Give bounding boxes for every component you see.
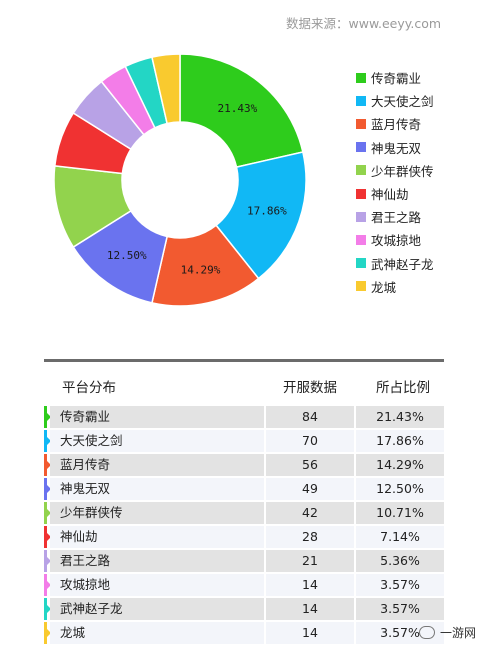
cell-share: 5.36%	[356, 550, 444, 572]
legend-label: 攻城掠地	[371, 233, 422, 249]
legend-item: 神仙劫	[356, 182, 434, 205]
cell-count: 14	[266, 574, 354, 596]
slice-percent-label: 12.50%	[107, 249, 147, 262]
table-row: 君王之路 21 5.36%	[44, 550, 444, 572]
legend-swatch	[356, 258, 366, 269]
cell-count: 84	[266, 406, 354, 428]
cell-count: 21	[266, 550, 354, 572]
slice-percent-label: 21.43%	[217, 102, 257, 115]
table-top-border	[44, 359, 444, 362]
row-marker	[44, 502, 51, 524]
legend-label: 大天使之剑	[371, 94, 434, 110]
legend-item: 少年群侠传	[356, 159, 434, 182]
table-row: 蓝月传奇 56 14.29%	[44, 454, 444, 476]
cell-count: 56	[266, 454, 354, 476]
legend-label: 神鬼无双	[371, 140, 422, 156]
legend-swatch	[356, 188, 366, 199]
donut-slice	[179, 53, 304, 168]
legend-item: 蓝月传奇	[356, 112, 434, 135]
table-header: 平台分布 开服数据 所占比例	[44, 362, 444, 406]
cell-share: 3.57%	[356, 598, 444, 620]
cell-share: 12.50%	[356, 478, 444, 500]
brand-watermark: 一游网	[419, 624, 476, 641]
legend-swatch	[356, 281, 366, 292]
donut-chart: 21.43% 17.86% 14.29% 12.50%	[53, 53, 307, 307]
legend-item: 武神赵子龙	[356, 252, 434, 275]
cell-platform: 神鬼无双	[50, 478, 264, 500]
legend-label: 君王之路	[371, 210, 422, 226]
table-row: 神鬼无双 49 12.50%	[44, 478, 444, 500]
legend-label: 武神赵子龙	[371, 256, 434, 272]
header-platform: 平台分布	[62, 380, 116, 396]
slice-percent-label: 17.86%	[247, 204, 287, 217]
legend-swatch	[356, 95, 366, 106]
legend-label: 少年群侠传	[371, 163, 434, 179]
donut-slice	[215, 151, 307, 280]
cell-platform: 攻城掠地	[50, 574, 264, 596]
cell-platform: 大天使之剑	[50, 430, 264, 452]
cell-platform: 龙城	[50, 622, 264, 644]
cell-share: 7.14%	[356, 526, 444, 548]
table-row: 传奇霸业 84 21.43%	[44, 406, 444, 428]
table-row: 武神赵子龙 14 3.57%	[44, 598, 444, 620]
wechat-icon	[419, 626, 435, 639]
table-row: 神仙劫 28 7.14%	[44, 526, 444, 548]
cell-platform: 少年群侠传	[50, 502, 264, 524]
legend-swatch	[356, 234, 366, 245]
row-marker	[44, 598, 51, 620]
legend-item: 君王之路	[356, 205, 434, 228]
cell-count: 70	[266, 430, 354, 452]
cell-count: 14	[266, 598, 354, 620]
cell-share: 3.57%	[356, 574, 444, 596]
cell-share: 10.71%	[356, 502, 444, 524]
header-share: 所占比例	[376, 380, 430, 396]
cell-count: 49	[266, 478, 354, 500]
legend-swatch	[356, 165, 366, 176]
legend-label: 传奇霸业	[371, 71, 422, 87]
table-row: 少年群侠传 42 10.71%	[44, 502, 444, 524]
cell-platform: 武神赵子龙	[50, 598, 264, 620]
legend-label: 龙城	[371, 279, 397, 295]
legend-swatch	[356, 72, 366, 83]
cell-count: 14	[266, 622, 354, 644]
cell-platform: 神仙劫	[50, 526, 264, 548]
legend-label: 神仙劫	[371, 187, 409, 203]
cell-count: 28	[266, 526, 354, 548]
legend-item: 传奇霸业	[356, 66, 434, 89]
legend-swatch	[356, 142, 366, 153]
table-row: 龙城 14 3.57%	[44, 622, 444, 644]
platform-table: 平台分布 开服数据 所占比例 传奇霸业 84 21.43% 大天使之剑 70 17.86…	[44, 359, 444, 646]
legend-label: 蓝月传奇	[371, 117, 422, 133]
cell-share: 17.86%	[356, 430, 444, 452]
row-marker	[44, 574, 51, 596]
cell-share: 21.43%	[356, 406, 444, 428]
row-marker	[44, 406, 51, 428]
donut-slice	[151, 53, 181, 125]
row-marker	[44, 478, 51, 500]
chart-legend: 传奇霸业 大天使之剑 蓝月传奇 神鬼无双 少年群侠传 神仙劫 君王之路 攻城掠地…	[356, 66, 434, 298]
header-count: 开服数据	[283, 380, 337, 396]
cell-platform: 传奇霸业	[50, 406, 264, 428]
brand-label: 一游网	[440, 626, 477, 640]
row-marker	[44, 430, 51, 452]
legend-swatch	[356, 211, 366, 222]
row-marker	[44, 526, 51, 548]
legend-item: 大天使之剑	[356, 89, 434, 112]
data-source-label: 数据来源：www.eeyy.com	[286, 16, 442, 31]
slice-percent-label: 14.29%	[181, 264, 221, 277]
cell-share: 14.29%	[356, 454, 444, 476]
legend-item: 攻城掠地	[356, 228, 434, 251]
cell-platform: 君王之路	[50, 550, 264, 572]
row-marker	[44, 454, 51, 476]
cell-count: 42	[266, 502, 354, 524]
table-row: 攻城掠地 14 3.57%	[44, 574, 444, 596]
row-marker	[44, 622, 51, 644]
legend-item: 龙城	[356, 275, 434, 298]
table-row: 大天使之剑 70 17.86%	[44, 430, 444, 452]
legend-swatch	[356, 118, 366, 129]
legend-item: 神鬼无双	[356, 136, 434, 159]
cell-platform: 蓝月传奇	[50, 454, 264, 476]
row-marker	[44, 550, 51, 572]
